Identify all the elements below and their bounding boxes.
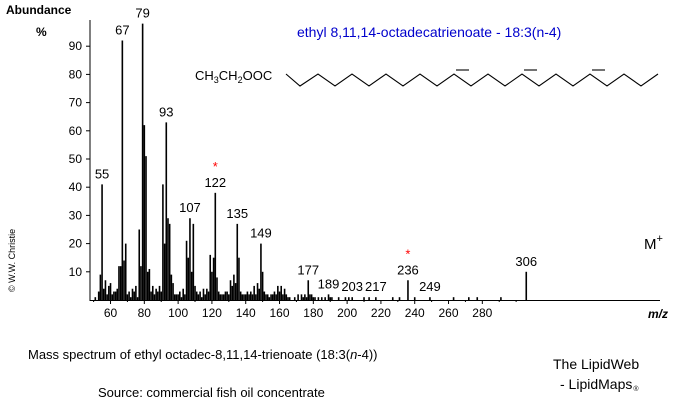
structure-label: CH3CH2OOC — [195, 68, 272, 85]
source-note: Source: commercial fish oil concentrate — [98, 385, 325, 400]
y-tick-label: 90 — [69, 39, 83, 53]
peak-label: 107 — [179, 200, 201, 215]
peak-label: 135 — [226, 206, 248, 221]
y-tick-label: 70 — [69, 96, 83, 110]
peak-label: 306 — [515, 254, 537, 269]
x-tick-label: 180 — [303, 306, 323, 320]
peak-marker: * — [213, 159, 218, 174]
x-tick-label: 280 — [472, 306, 492, 320]
x-tick-label: 240 — [405, 306, 425, 320]
x-tick-label: 60 — [104, 306, 118, 320]
x-tick-label: 260 — [439, 306, 459, 320]
peak-label: 122 — [204, 175, 226, 190]
x-tick-label: 200 — [337, 306, 357, 320]
structure-chain — [285, 69, 659, 87]
peak-label: 217 — [365, 279, 387, 294]
registered-mark: ® — [633, 386, 639, 393]
caption-tail-close: -4)) — [357, 347, 378, 362]
x-axis-label: m/z — [648, 307, 668, 321]
y-axis-label: Abundance — [6, 3, 72, 17]
molecular-ion-label: M+ — [644, 233, 663, 253]
y-tick-label: 50 — [69, 152, 83, 166]
x-tick-label: 100 — [168, 306, 188, 320]
caption-tail-n: n — [350, 347, 358, 362]
peak-label: 67 — [115, 23, 129, 38]
brand-line-2: - LipidMaps® — [560, 376, 639, 393]
axes: 10 20 30 40 50 60 70 80 90 60 80 100 120 140 160 180 200… — [69, 20, 660, 320]
chart-title: ethyl 8,11,14-octadecatrienoate - 18:3(n… — [297, 24, 561, 40]
peak-label: 249 — [419, 279, 441, 294]
brand-name: - LipidMaps — [560, 376, 633, 392]
brand-line-1: The LipidWeb — [553, 356, 640, 372]
caption-text: Mass spectrum of ethyl octadec-8,11,14-t… — [28, 347, 313, 362]
peak-label: 203 — [341, 279, 363, 294]
chain-line — [285, 73, 659, 87]
y-tick-label: 30 — [69, 208, 83, 222]
peak-label: 236 — [397, 262, 419, 277]
x-tick-label: 140 — [236, 306, 256, 320]
x-tick-label: 220 — [371, 306, 391, 320]
peak-marker: * — [405, 246, 410, 261]
peak-label: 189 — [318, 276, 340, 291]
y-tick-label: 60 — [69, 124, 83, 138]
figure-caption: Mass spectrum of ethyl octadec-8,11,14-t… — [28, 347, 378, 362]
y-tick-label: 80 — [69, 67, 83, 81]
y-unit-label: % — [36, 25, 47, 39]
peak-label: 177 — [297, 262, 319, 277]
x-tick-label: 160 — [270, 306, 290, 320]
x-tick-label: 80 — [138, 306, 152, 320]
copyright-note: © W.W. Christie — [7, 228, 17, 292]
x-tick-label: 120 — [202, 306, 222, 320]
y-tick-label: 20 — [69, 237, 83, 251]
peak-label: 149 — [250, 226, 272, 241]
y-tick-label: 10 — [69, 265, 83, 279]
peak-label: 79 — [135, 6, 149, 21]
peak-label: 55 — [95, 166, 109, 181]
y-tick-label: 40 — [69, 180, 83, 194]
peak-label: 93 — [159, 104, 173, 119]
peaks — [94, 23, 528, 300]
caption-tail-open: (18:3( — [316, 347, 351, 362]
